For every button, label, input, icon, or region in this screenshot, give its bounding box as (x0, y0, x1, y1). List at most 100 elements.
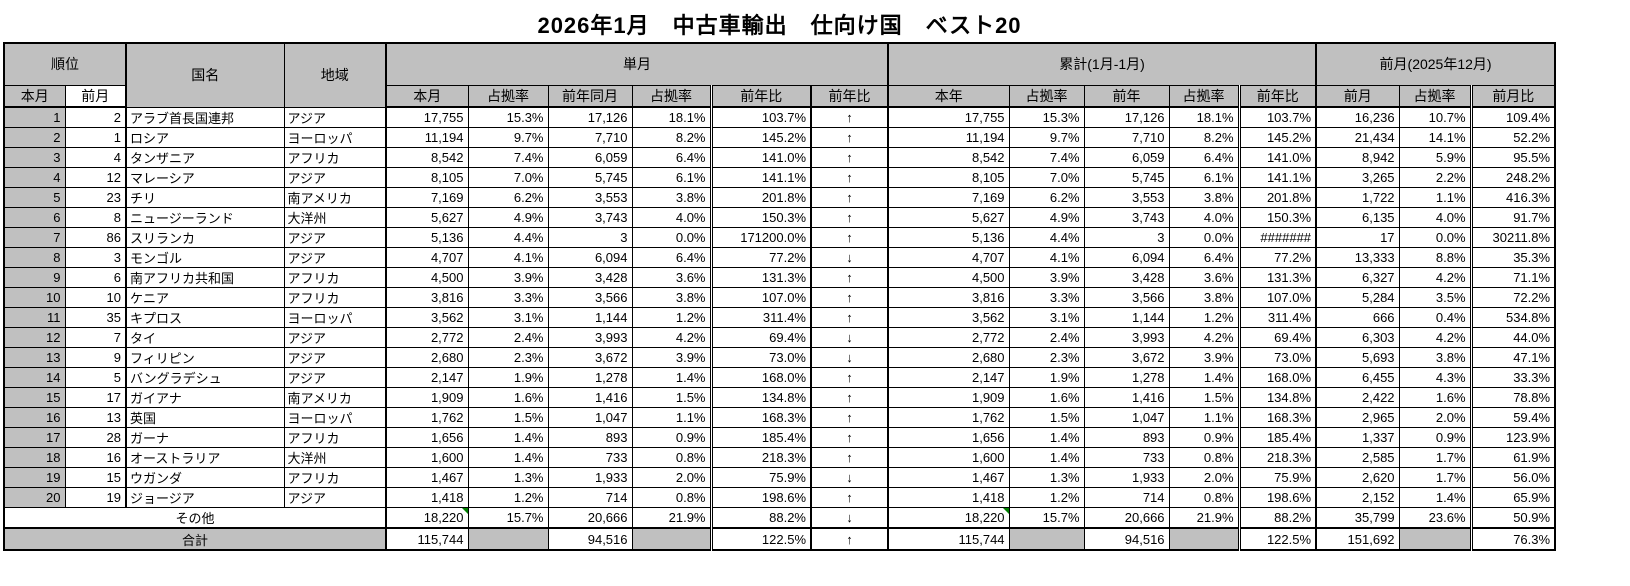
cell-monthly-share: 4.4% (467, 226, 549, 248)
cell-cum-prev-year: 20,666 (1083, 506, 1170, 529)
cell-cum-yoy: 134.8% (1237, 386, 1317, 408)
cell-cum-share: 1.3% (1008, 466, 1085, 488)
cell-monthly-yoy: 201.8% (709, 186, 812, 208)
cell-monthly-share: 3.3% (467, 286, 549, 308)
cell-prevmonth-share: 14.1% (1398, 126, 1472, 148)
cell-rank-this-month: 12 (3, 326, 66, 348)
table-row: 10 10 ケニア アフリカ 3,816 3.3% 3,566 3.8% 107.0% ↑ 3,81… (3, 286, 1556, 308)
cell-monthly-current: 4,707 (385, 246, 469, 268)
cell-cum-prev-year-share: 3.9% (1168, 346, 1240, 368)
cell-monthly-prev-year: 893 (547, 426, 633, 448)
cell-country-name: モンゴル (125, 246, 285, 268)
cell-monthly-prev-year: 1,144 (547, 306, 633, 328)
cell-monthly-prev-year-share: 6.4% (631, 146, 712, 168)
cell-region: ヨーロッパ (283, 306, 387, 328)
header-cum-current: 本年 (887, 84, 1010, 108)
cell-monthly-share: 4.9% (467, 206, 549, 228)
cell-cum-prev-year: 3,553 (1083, 186, 1170, 208)
cell-monthly-current: 3,816 (385, 286, 469, 308)
cell-cum-current: 2,680 (887, 346, 1010, 368)
cell-monthly-prev-year: 714 (547, 486, 633, 508)
cell-cum-prev-year-share: 18.1% (1168, 106, 1240, 128)
cell-rank-prev-month: 9 (64, 346, 127, 368)
cell-rank-prev-month: 17 (64, 386, 127, 408)
cell-country-name: チリ (125, 186, 285, 208)
cell-prevmonth-share: 4.0% (1398, 206, 1472, 228)
cell-monthly-prev-year: 17,126 (547, 106, 633, 128)
cell-rank-this-month: 20 (3, 486, 66, 508)
cell-monthly-yoy: 77.2% (709, 246, 812, 268)
cell-monthly-yoy-arrow: ↑ (809, 527, 889, 551)
cell-cum-prev-year: 3,428 (1083, 266, 1170, 288)
cell-rank-prev-month: 7 (64, 326, 127, 348)
cell-cum-yoy: 198.6% (1237, 486, 1317, 508)
cell-rank-prev-month: 13 (64, 406, 127, 428)
cell-cum-yoy: 122.5% (1237, 527, 1317, 551)
cell-prevmonth-mom: 109.4% (1469, 106, 1556, 128)
cell-cum-current: 4,500 (887, 266, 1010, 288)
cell-monthly-current: 1,909 (385, 386, 469, 408)
table-row: 2 1 ロシア ヨーロッパ 11,194 9.7% 7,710 8.2% 145.2% ↑ 11,1… (3, 126, 1556, 148)
cell-prevmonth-mom: 416.3% (1469, 186, 1556, 208)
cell-cum-current: 5,627 (887, 206, 1010, 228)
cell-cum-current: 4,707 (887, 246, 1010, 268)
cell-prevmonth-value: 666 (1315, 306, 1400, 328)
cell-monthly-current: 5,627 (385, 206, 469, 228)
cell-prevmonth-mom: 47.1% (1469, 346, 1556, 368)
cell-prevmonth-value: 3,265 (1315, 166, 1400, 188)
cell-cum-prev-year: 94,516 (1083, 527, 1170, 551)
cell-rank-prev-month: 4 (64, 146, 127, 168)
cell-cum-yoy: 107.0% (1237, 286, 1317, 308)
others-label: その他 (3, 506, 387, 529)
cell-monthly-current: 17,755 (385, 106, 469, 128)
total-row: 合計 115,744 94,516 122.5% ↑ 115,744 94,516 122.5… (3, 527, 1556, 551)
cell-monthly-share: 1.5% (467, 406, 549, 428)
cell-rank-prev-month: 15 (64, 466, 127, 488)
header-region: 地域 (283, 42, 387, 108)
cell-prevmonth-value: 13,333 (1315, 246, 1400, 268)
cell-rank-this-month: 4 (3, 166, 66, 188)
header-prevmonth-share: 占拠率 (1398, 84, 1472, 108)
cell-prevmonth-mom: 248.2% (1469, 166, 1556, 188)
cell-cum-prev-year-share: 4.2% (1168, 326, 1240, 348)
header-country: 国名 (125, 42, 285, 108)
cell-monthly-prev-year-share: 0.8% (631, 486, 712, 508)
cell-country-name: ケニア (125, 286, 285, 308)
cell-cum-share: 4.1% (1008, 246, 1085, 268)
cell-country-name: スリランカ (125, 226, 285, 248)
table-row: 9 6 南アフリカ共和国 アフリカ 4,500 3.9% 3,428 3.6% 131.3% ↑ 4… (3, 266, 1556, 288)
table-row: 13 9 フィリピン アジア 2,680 2.3% 3,672 3.9% 73.0% ↓ 2,680… (3, 346, 1556, 368)
cell-monthly-prev-year-share: 1.4% (631, 366, 712, 388)
cell-monthly-yoy-arrow: ↑ (809, 146, 889, 168)
cell-region: アジア (283, 346, 387, 368)
cell-monthly-current: 8,105 (385, 166, 469, 188)
cell-country-name: ウガンダ (125, 466, 285, 488)
cell-cum-prev-year: 6,059 (1083, 146, 1170, 168)
cell-region: アジア (283, 226, 387, 248)
cell-cum-share: 3.1% (1008, 306, 1085, 328)
cell-rank-this-month: 1 (3, 106, 66, 128)
cell-cum-share: 15.3% (1008, 106, 1085, 128)
cell-cum-prev-year-share: 8.2% (1168, 126, 1240, 148)
cell-cum-share: 7.4% (1008, 146, 1085, 168)
cell-prevmonth-share: 0.9% (1398, 426, 1472, 448)
table-row: 16 13 英国 ヨーロッパ 1,762 1.5% 1,047 1.1% 168.3% ↑ 1,76… (3, 406, 1556, 428)
cell-monthly-yoy: 198.6% (709, 486, 812, 508)
cell-rank-this-month: 8 (3, 246, 66, 268)
cell-cum-prev-year: 3 (1083, 226, 1170, 248)
cell-monthly-prev-year-share: 0.0% (631, 226, 712, 248)
cell-region: アフリカ (283, 466, 387, 488)
cell-rank-this-month: 5 (3, 186, 66, 208)
cell-prevmonth-mom: 65.9% (1469, 486, 1556, 508)
cell-cum-current: 5,136 (887, 226, 1010, 248)
cell-prevmonth-mom: 71.1% (1469, 266, 1556, 288)
cell-prevmonth-share: 2.2% (1398, 166, 1472, 188)
cell-prevmonth-mom: 50.9% (1469, 506, 1556, 529)
cell-monthly-share (467, 527, 549, 551)
cell-cum-prev-year-share: 3.8% (1168, 286, 1240, 308)
page-title: 2026年1月 中古車輸出 仕向け国 ベスト20 (537, 13, 1022, 38)
cell-cum-current: 3,562 (887, 306, 1010, 328)
cell-monthly-prev-year: 6,094 (547, 246, 633, 268)
cell-country-name: アラブ首長国連邦 (125, 106, 285, 128)
cell-cum-current: 2,772 (887, 326, 1010, 348)
